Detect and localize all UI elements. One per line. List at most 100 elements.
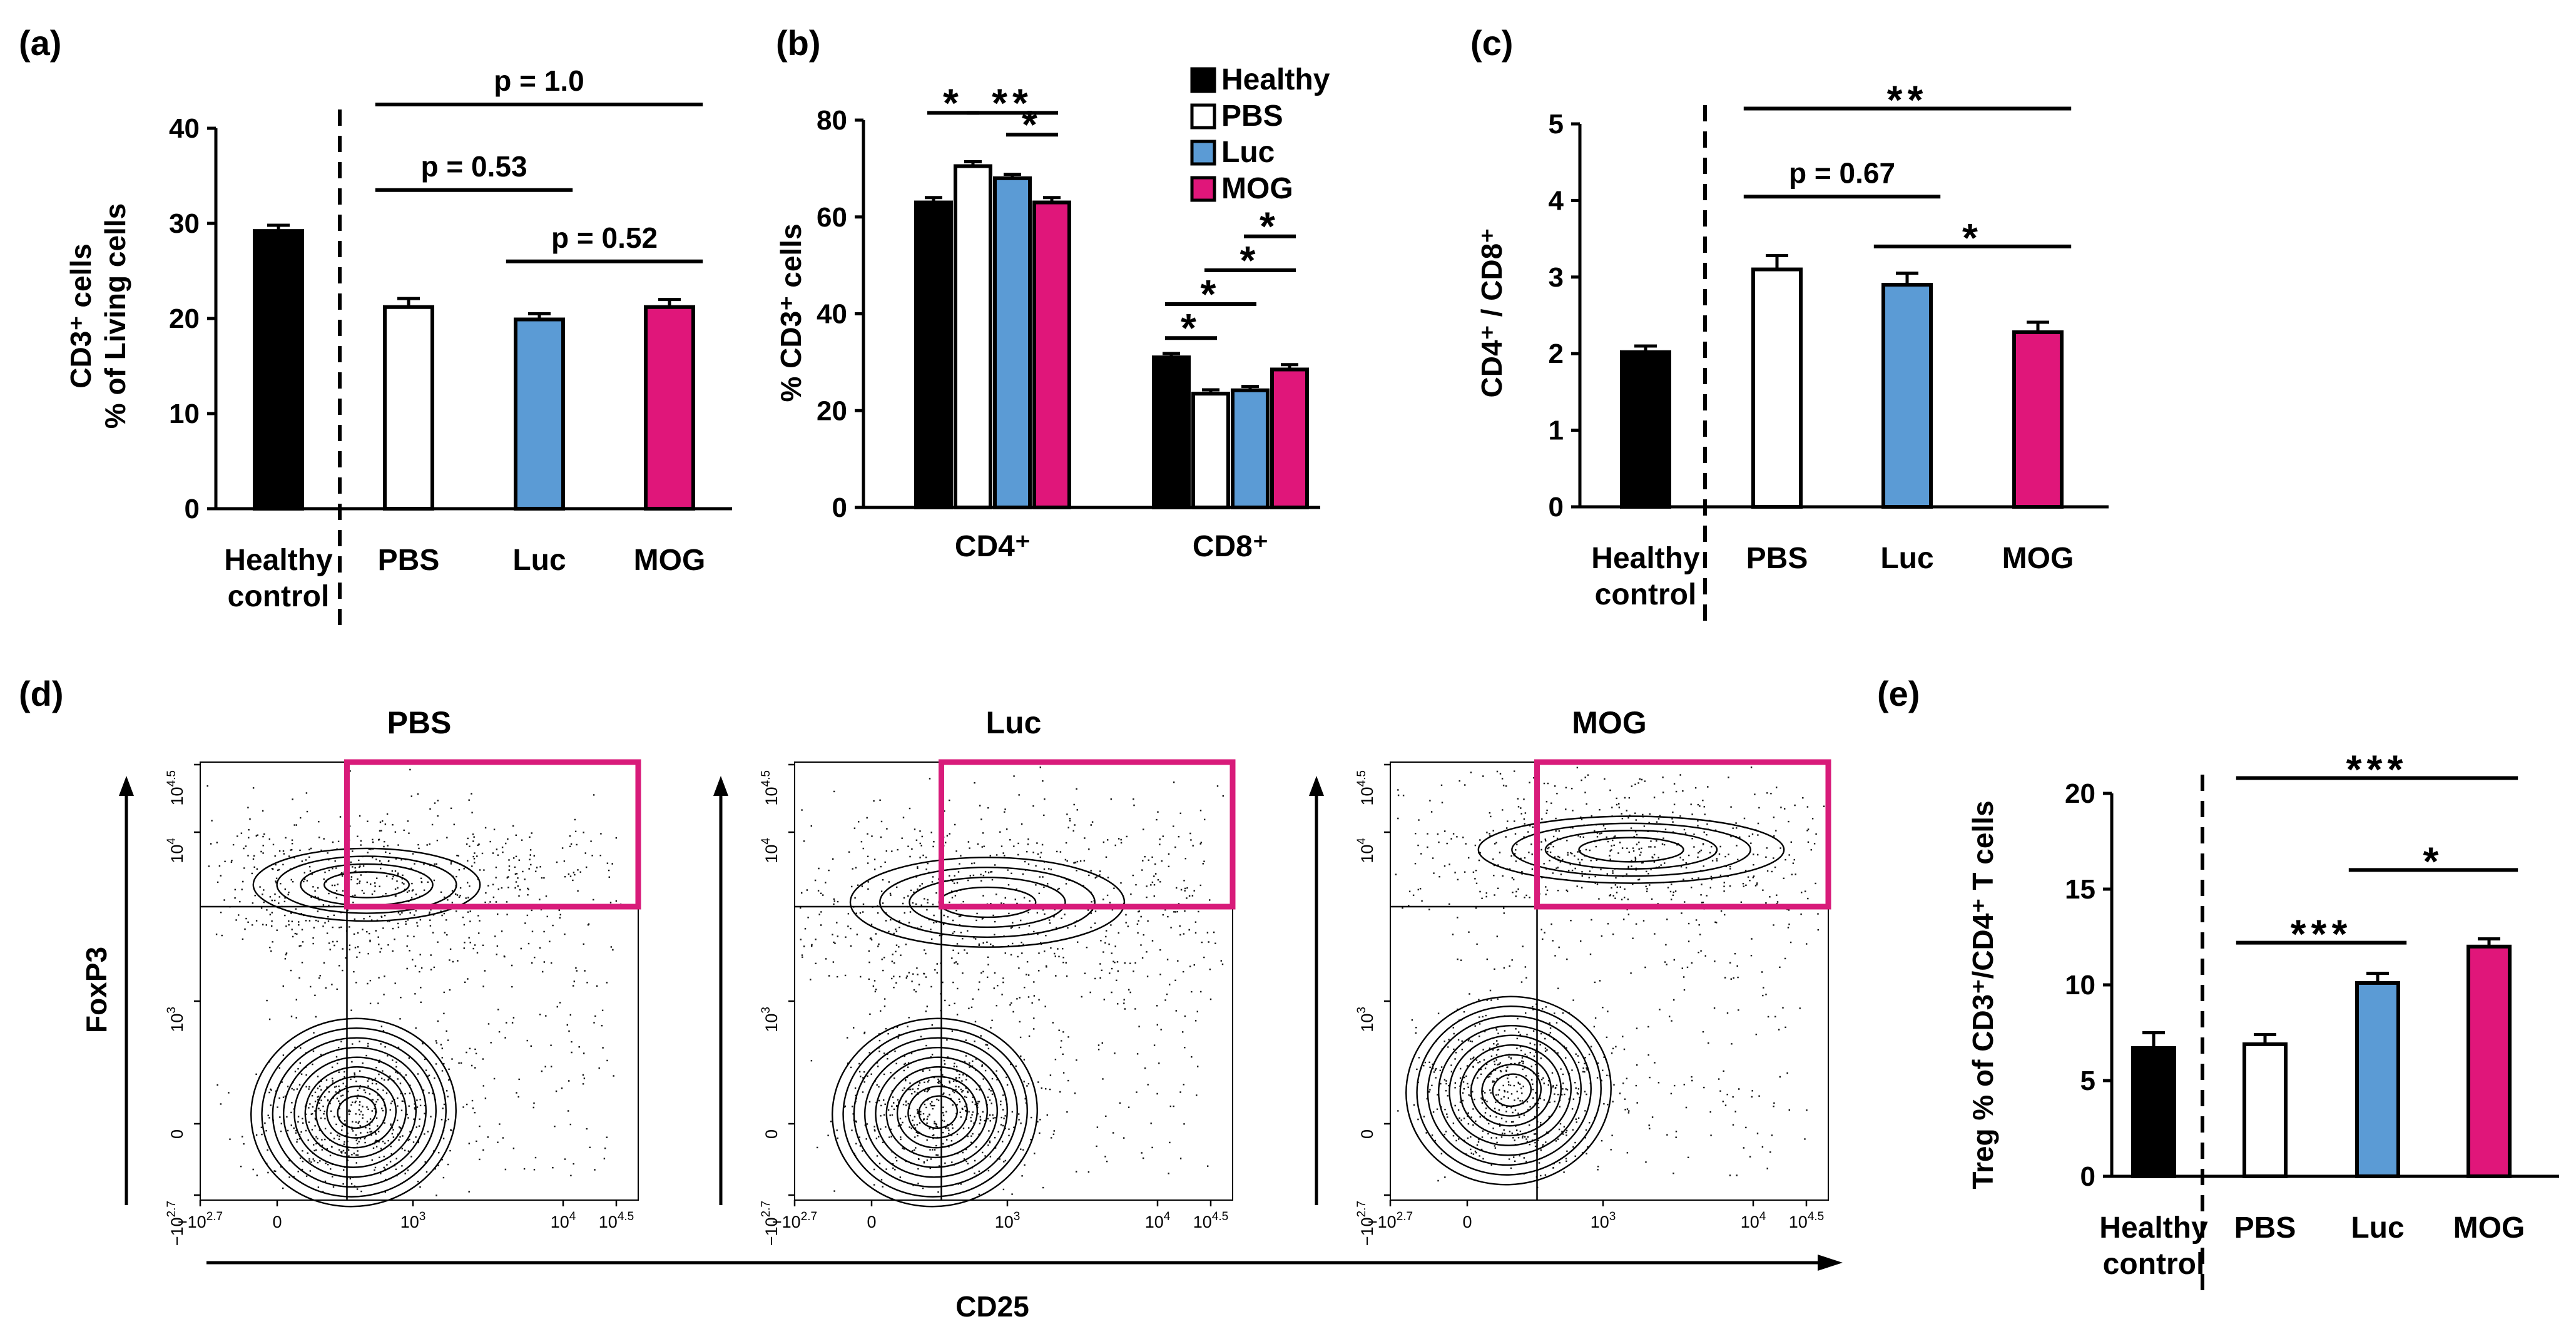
flow-contour-low — [1405, 995, 1612, 1186]
chart-b-significance-label: * — [1201, 272, 1221, 317]
chart-c-bar-luc — [1881, 283, 1933, 509]
chart-c-bar-healthy — [1620, 350, 1671, 509]
flow-ytick-label: 104.5 — [1355, 770, 1377, 805]
flow-xtick-sup: 3 — [1609, 1210, 1616, 1223]
chart-a-bar-pbs — [383, 305, 434, 511]
flow-contour-low — [1416, 1006, 1602, 1176]
panel-e-letter: (e) — [1877, 674, 1920, 713]
chart-e-treg: Treg % of CD3⁺/CD4⁺ T cells 0 5 10 15 20 Heal… — [1967, 747, 2559, 1295]
flow-ytick-label: 104.5 — [165, 770, 186, 805]
chart-e-bar-mog — [2467, 944, 2512, 1179]
flow-ytick-sup: 4.5 — [1355, 770, 1368, 787]
flow-contour-low — [896, 1076, 979, 1149]
flow-xtick-sup: 4 — [1164, 1210, 1171, 1223]
chart-a-significance-label: p = 0.53 — [420, 150, 527, 183]
flow-contour-low — [261, 1027, 447, 1198]
chart-c-ytick-label: 4 — [1549, 185, 1564, 216]
flow-contour-low — [918, 1095, 959, 1129]
chart-c-ytick-label: 1 — [1549, 415, 1564, 446]
chart-b-bar-mog — [1270, 367, 1309, 510]
flow-plot-title-mog: MOG — [1572, 705, 1646, 740]
flow-xtick-label: 0 — [1462, 1213, 1472, 1231]
chart-a-category-label-line2: control — [228, 580, 330, 613]
chart-b-ytick-label: 20 — [817, 395, 847, 426]
flow-contour-low — [293, 1056, 417, 1168]
flow-ytick-label: 0 — [1358, 1129, 1377, 1139]
chart-b-legend-swatch — [1190, 67, 1216, 93]
flow-xtick-sup: 2.7 — [206, 1210, 223, 1223]
chart-a-ytick-label: 10 — [169, 399, 200, 429]
flow-ytick-sup: 4 — [1355, 838, 1368, 845]
flow-contour-low — [1492, 1073, 1532, 1108]
flow-contour-low — [1448, 1034, 1572, 1146]
chart-a-category-label: PBS — [378, 544, 440, 577]
flow-xtick-label: 104 — [1741, 1210, 1766, 1231]
flow-contour-high — [938, 886, 1037, 919]
flow-ytick-label: 103 — [1355, 1007, 1377, 1032]
flow-contour-low — [315, 1076, 397, 1149]
chart-e-ytick-label: 5 — [2080, 1066, 2095, 1096]
flow-contour-high — [252, 847, 481, 922]
flow-xtick-label: 104.5 — [1789, 1210, 1824, 1231]
flow-ytick-sup: 3 — [1355, 1007, 1368, 1014]
chart-c-category-label-line2: control — [1595, 578, 1697, 611]
flow-events — [800, 766, 1224, 1196]
chart-c-ytick-label: 2 — [1549, 339, 1564, 369]
chart-c-significance-label: * — [1962, 215, 1983, 260]
chart-a-ytick-label: 0 — [185, 494, 200, 524]
flow-xtick-label: 0 — [272, 1213, 282, 1231]
chart-b-group-label: CD8⁺ — [1193, 530, 1268, 563]
flow-contour-low — [863, 1046, 1008, 1178]
chart-e-category-label: MOG — [2453, 1211, 2525, 1245]
chart-b-legend-swatch — [1190, 140, 1216, 166]
flow-x-arrow-head — [1818, 1255, 1843, 1271]
flow-events — [1395, 766, 1825, 1188]
flow-ytick-sup: 4 — [165, 838, 178, 845]
chart-b-significance-label: ** — [992, 80, 1033, 125]
flow-ytick-label: 103 — [760, 1007, 781, 1032]
flow-xtick-label: 103 — [995, 1210, 1021, 1231]
flow-y-arrow-head — [713, 776, 728, 796]
flow-treg-gate — [939, 759, 1236, 910]
flow-ytick-sup: 2.7 — [760, 1201, 773, 1217]
flow-contour-low — [304, 1066, 407, 1159]
flow-contour-low — [282, 1046, 427, 1178]
flow-ytick-sup: 3 — [760, 1007, 773, 1014]
chart-c-ylabel: CD4⁺ / CD8⁺ — [1475, 228, 1508, 398]
chart-e-ytick-label: 15 — [2065, 874, 2095, 905]
flow-contour-high — [909, 876, 1066, 929]
chart-b-bar-healthy — [914, 200, 953, 509]
chart-a-bar-healthy — [253, 229, 304, 511]
panel-b-letter: (b) — [776, 23, 821, 63]
chart-b-bar-mog — [1032, 200, 1071, 509]
chart-e-bar-luc — [2355, 980, 2400, 1178]
flow-xtick-sup: 4.5 — [618, 1210, 634, 1223]
chart-b-legend-swatch — [1190, 103, 1216, 130]
flow-xtick-sup: 3 — [419, 1210, 426, 1223]
flow-contour-low — [1427, 1015, 1592, 1166]
chart-c-category-label: MOG — [2002, 542, 2074, 575]
panel-a-letter: (a) — [19, 23, 61, 63]
chart-a-significance-label: p = 1.0 — [494, 64, 584, 97]
flow-xtick-label: −102.7 — [178, 1210, 223, 1231]
chart-b-ytick-label: 40 — [817, 299, 847, 330]
chart-b-significance-label: * — [1181, 305, 1201, 350]
flow-treg-gate — [1534, 759, 1831, 910]
flow-contour-high — [1511, 822, 1751, 877]
flow-xlabel: CD25 — [955, 1290, 1029, 1323]
chart-e-category-label-line2: control — [2103, 1248, 2205, 1281]
chart-e-category-label: Luc — [2351, 1211, 2404, 1245]
flow-contour-low — [272, 1037, 437, 1188]
flow-y-arrow-head — [1309, 776, 1324, 796]
chart-b-bar-pbs — [1191, 392, 1230, 510]
flow-contour-high — [1544, 830, 1718, 870]
chart-e-bar-pbs — [2243, 1042, 2288, 1178]
panel-c-letter: (c) — [1470, 23, 1513, 63]
flow-ytick-label: 0 — [762, 1129, 781, 1139]
flow-ytick-sup: 4.5 — [165, 770, 178, 787]
flow-contour-low — [250, 1017, 457, 1208]
flow-contour-low — [326, 1085, 387, 1139]
chart-b-ylabel: % CD3⁺ cells — [775, 223, 807, 402]
